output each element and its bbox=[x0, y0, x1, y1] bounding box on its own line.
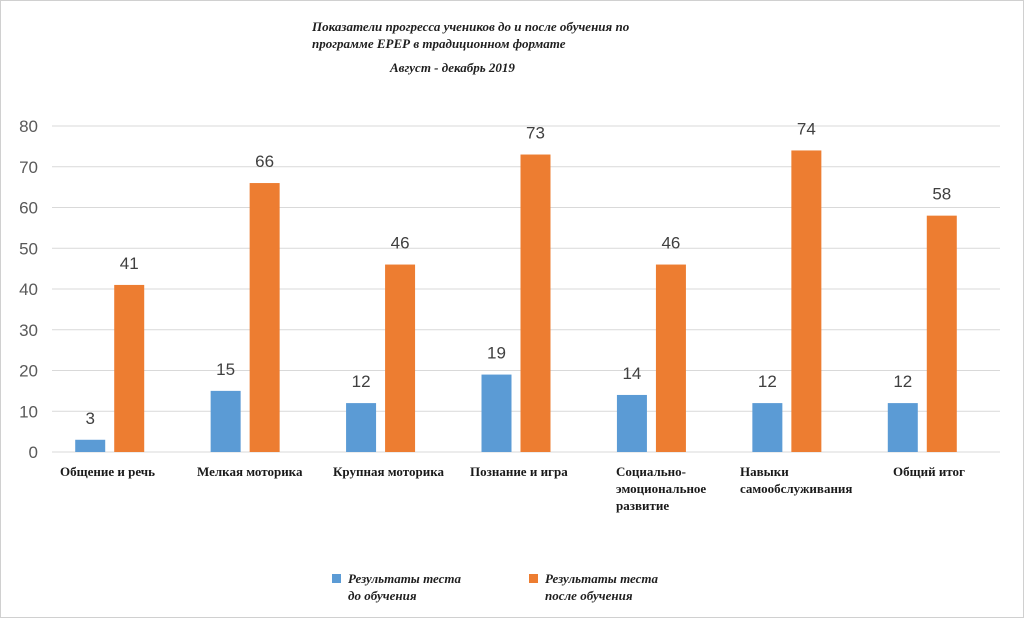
x-tick-label: Познание и игра bbox=[470, 463, 568, 480]
legend-swatch bbox=[529, 574, 538, 583]
chart-title-line1: Показатели прогресса учеников до и после… bbox=[312, 19, 630, 34]
chart-subtitle: Август - декабрь 2019 bbox=[390, 60, 515, 75]
y-tick-label: 50 bbox=[19, 239, 38, 258]
x-tick-label: Социально-эмоциональное развитие bbox=[616, 463, 706, 514]
legend-item-before: Результаты теста до обучения bbox=[332, 570, 462, 604]
bar-before bbox=[481, 374, 512, 452]
x-tick-label: Навыки самообслуживания bbox=[740, 463, 852, 497]
x-tick-label: Общий итог bbox=[893, 463, 965, 480]
x-tick-label: Крупная моторика bbox=[333, 463, 444, 480]
y-tick-label: 20 bbox=[19, 362, 38, 381]
x-tick-label-line: развитие bbox=[616, 498, 670, 513]
y-tick-label: 40 bbox=[19, 280, 38, 299]
x-tick-label-line: самообслуживания bbox=[740, 481, 853, 496]
bar-after bbox=[791, 150, 822, 452]
x-tick-label-line: Социально- bbox=[616, 464, 686, 479]
bar-before bbox=[346, 403, 377, 452]
legend-item-after: Результаты теста после обучения bbox=[529, 570, 659, 604]
data-label: 12 bbox=[758, 372, 777, 391]
x-tick-label: Общение и речь bbox=[60, 463, 155, 480]
bar-before bbox=[616, 394, 647, 452]
data-label: 3 bbox=[85, 409, 94, 428]
x-tick-label-line: Навыки bbox=[740, 464, 789, 479]
data-label: 66 bbox=[255, 152, 274, 171]
data-label: 19 bbox=[487, 344, 506, 363]
x-tick-label-line: Познание и игра bbox=[470, 464, 568, 479]
y-tick-label: 0 bbox=[29, 443, 38, 462]
chart-title: Показатели прогресса учеников до и после… bbox=[250, 18, 750, 52]
legend-label-line: Результаты теста bbox=[348, 571, 462, 586]
data-label: 58 bbox=[932, 185, 951, 204]
data-label: 15 bbox=[216, 360, 235, 379]
y-tick-label: 10 bbox=[19, 402, 38, 421]
data-label: 12 bbox=[893, 372, 912, 391]
x-tick-label-line: эмоциональное bbox=[616, 481, 707, 496]
y-tick-label: 70 bbox=[19, 158, 38, 177]
data-label: 74 bbox=[797, 119, 816, 138]
data-label: 46 bbox=[661, 234, 680, 253]
bar-after bbox=[114, 284, 145, 452]
data-label: 73 bbox=[526, 124, 545, 143]
y-tick-label: 30 bbox=[19, 321, 38, 340]
bar-before bbox=[752, 403, 783, 452]
data-label: 41 bbox=[120, 254, 139, 273]
x-tick-label-line: Общий итог bbox=[893, 464, 965, 479]
data-label: 14 bbox=[622, 364, 641, 383]
x-tick-label-line: Мелкая моторика bbox=[197, 464, 303, 479]
x-tick-label-line: Крупная моторика bbox=[333, 464, 444, 479]
bar-before bbox=[210, 390, 241, 452]
legend-label-line: Результаты теста bbox=[545, 571, 659, 586]
bar-after bbox=[385, 264, 416, 452]
legend-label-line: до обучения bbox=[348, 588, 417, 603]
legend-swatch bbox=[332, 574, 341, 583]
legend-label-line: после обучения bbox=[545, 588, 633, 603]
bar-after bbox=[520, 154, 551, 452]
bar-before bbox=[75, 439, 106, 452]
data-label: 12 bbox=[352, 372, 371, 391]
bar-before bbox=[887, 403, 918, 452]
x-tick-label-line: Общение и речь bbox=[60, 464, 155, 479]
data-label: 46 bbox=[391, 234, 410, 253]
x-tick-label: Мелкая моторика bbox=[197, 463, 302, 480]
chart-title-line2: программе ЕРЕР в традиционном формате bbox=[312, 36, 566, 51]
y-tick-label: 60 bbox=[19, 199, 38, 218]
bar-after bbox=[655, 264, 686, 452]
bar-after bbox=[249, 183, 280, 453]
y-tick-label: 80 bbox=[19, 117, 38, 136]
bar-after bbox=[926, 215, 957, 452]
